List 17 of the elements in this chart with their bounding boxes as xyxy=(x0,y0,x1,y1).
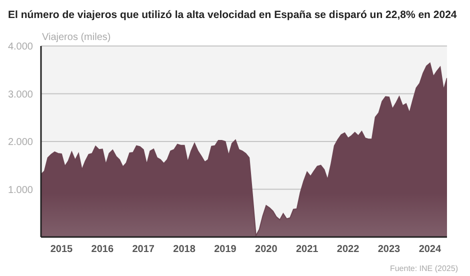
x-tick-label: 2017 xyxy=(132,244,155,256)
source-note: Fuente: INE (2025) xyxy=(390,264,458,273)
y-tick-label: 2.000 xyxy=(8,137,34,148)
y-axis-title: Viajeros (miles) xyxy=(42,32,111,43)
x-tick-label: 2024 xyxy=(418,244,442,256)
x-tick-label: 2022 xyxy=(336,244,360,256)
chart-title: El número de viajeros que utilizó la alta velocidad en España se disparó un 22,8% en 2024 xyxy=(8,9,458,21)
x-tick-label: 2019 xyxy=(214,244,237,256)
x-tick-label: 2016 xyxy=(91,244,114,256)
y-tick-label: 4.000 xyxy=(8,42,34,53)
x-tick-label: 2018 xyxy=(173,244,196,256)
x-tick-label: 2021 xyxy=(296,244,319,256)
y-tick-label: 1.000 xyxy=(8,184,34,196)
x-tick-label: 2020 xyxy=(255,244,278,256)
x-tick-label: 2015 xyxy=(50,244,74,256)
x-tick-label: 2023 xyxy=(378,244,401,256)
y-tick-label: 3.000 xyxy=(8,89,34,100)
